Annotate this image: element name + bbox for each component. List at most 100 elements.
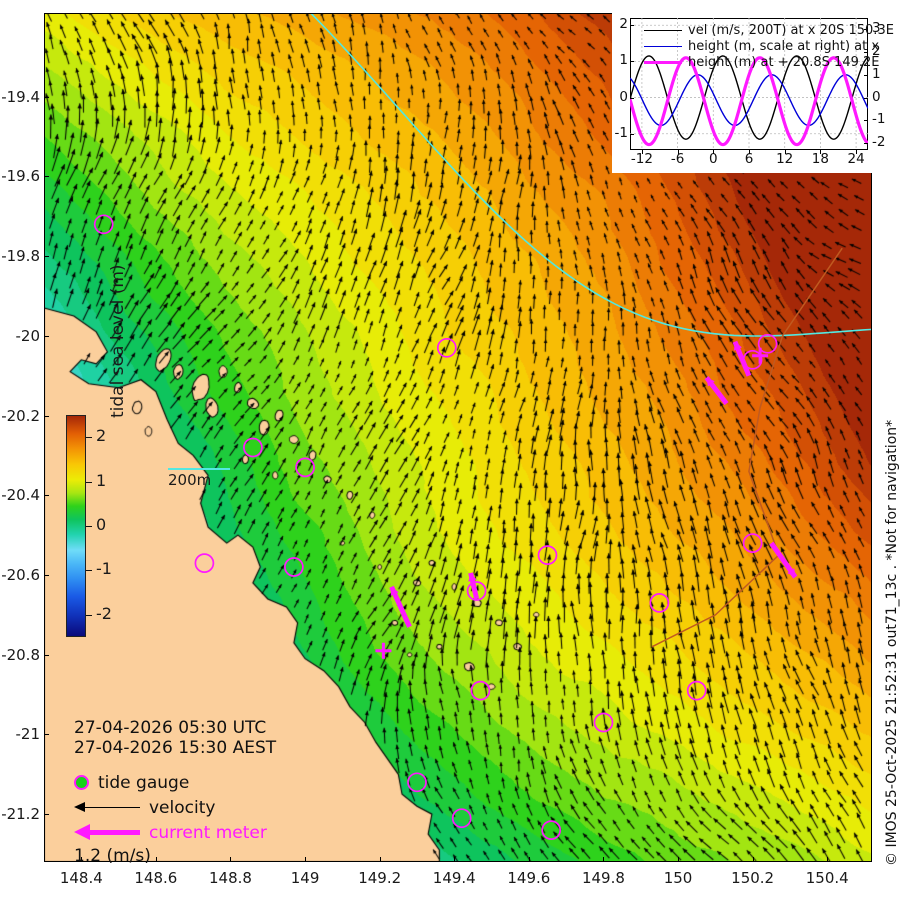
legend-label-tide-gauge: tide gauge <box>98 772 190 793</box>
tide-gauge-marker[interactable] <box>243 437 263 458</box>
inset-series-2 <box>630 56 868 147</box>
legend-speed-scale: 1.2 (m/s) <box>74 846 151 866</box>
x-tick-mark <box>230 857 232 862</box>
inset-right-tick-mark <box>864 29 868 31</box>
inset-series-0 <box>630 55 868 140</box>
inset-legend-label-height-right: height (m, scale at right) at x <box>688 38 880 54</box>
inset-right-tick-mark <box>864 52 868 54</box>
x-tick-mark <box>827 857 829 862</box>
inset-legend-swatch-height-meter <box>644 60 682 64</box>
colorbar-tick-mark <box>86 437 92 439</box>
scale-bar: 200m <box>168 468 230 489</box>
timestamp-utc: 27-04-2026 05:30 UTC <box>74 718 267 738</box>
x-tick-mark <box>155 857 157 862</box>
inset-x-tick-mark <box>641 150 643 154</box>
current-meter-arrowhead <box>468 572 477 582</box>
map-legend: 27-04-2026 05:30 UTC 27-04-2026 15:30 AE… <box>74 718 276 866</box>
y-tick-label: -19.8 <box>1 247 40 266</box>
inset-left-tick-mark <box>630 133 634 135</box>
tide-gauge-marker[interactable] <box>742 533 763 553</box>
inset-right-tick-label: 2 <box>872 43 881 60</box>
legend-label-velocity: velocity <box>149 797 216 818</box>
inset-x-tick-mark <box>713 150 715 154</box>
x-tick-mark <box>379 857 381 862</box>
y-tick-label: -20.8 <box>1 645 40 664</box>
colorbar-title: tidal sea level (m) <box>108 264 128 418</box>
current-meter-arrowhead <box>390 586 399 596</box>
y-tick-mark <box>44 415 49 417</box>
tide-gauge-marker[interactable] <box>295 457 315 478</box>
colorbar-tick-mark <box>86 481 92 483</box>
x-tick-label: 149.2 <box>358 869 402 887</box>
inset-legend: vel (m/s, 200T) at x 20S 150.3E height (… <box>644 22 894 70</box>
tide-gauge-marker[interactable] <box>593 712 614 733</box>
tide-gauge-marker[interactable] <box>541 820 562 840</box>
tide-gauge-marker[interactable] <box>649 593 670 613</box>
inset-left-tick-label: -1 <box>614 124 628 141</box>
scale-bar-label: 200m <box>168 471 212 489</box>
colorbar-tick-label: 0 <box>96 515 107 534</box>
inset-right-tick-label: -2 <box>872 134 886 151</box>
tide-gauge-marker[interactable] <box>284 557 304 577</box>
legend-row-tide-gauge: tide gauge <box>74 770 276 795</box>
inset-legend-row-height-meter: height (m) at + 20.8S 149.2E <box>644 54 894 70</box>
timestamp-local: 27-04-2026 15:30 AEST <box>74 738 277 758</box>
mooring-transect-line <box>651 247 843 648</box>
inset-x-tick-mark <box>820 150 822 154</box>
y-tick-label: -19.6 <box>1 167 40 186</box>
x-tick-label: 148.4 <box>59 869 103 887</box>
colorbar-tick-mark <box>86 526 92 527</box>
inset-x-tick-mark <box>749 150 750 154</box>
colorbar-gradient <box>66 415 86 637</box>
tide-gauge-marker[interactable] <box>686 680 707 701</box>
inset-legend-row-height-right: height (m, scale at right) at x <box>644 38 894 54</box>
inset-right-tick-label: 1 <box>872 65 881 82</box>
inset-right-tick-label: 3 <box>872 20 881 37</box>
x-tick-mark <box>752 857 754 862</box>
y-tick-label: -20.2 <box>1 406 40 425</box>
inset-x-tick-label: 6 <box>744 151 754 167</box>
tide-gauge-marker[interactable] <box>451 808 472 829</box>
inset-x-tick-label: 12 <box>776 151 794 167</box>
x-tick-label: 149.8 <box>581 869 625 887</box>
inset-curves <box>630 18 868 150</box>
y-tick-mark <box>44 654 49 656</box>
tide-gauge-marker[interactable] <box>466 581 487 601</box>
inset-left-tick-mark <box>630 97 634 99</box>
inset-right-tick-mark <box>864 97 868 99</box>
inset-right-tick-label: 0 <box>872 88 881 105</box>
x-tick-mark <box>454 857 456 862</box>
current-meter-arrowhead <box>733 341 742 351</box>
current-meter-site-marker <box>375 642 392 659</box>
x-tick-label: 150 <box>663 869 693 887</box>
inset-x-tick-mark <box>856 150 858 154</box>
inset-legend-label-height-meter: height (m) at + 20.8S 149.2E <box>688 54 880 70</box>
inset-x-tick-mark <box>677 150 679 154</box>
legend-label-current-meter: current meter <box>149 822 267 843</box>
inset-legend-swatch-height-right <box>644 45 682 47</box>
tide-gauge-marker[interactable] <box>470 680 491 701</box>
x-tick-label: 148.8 <box>209 869 252 887</box>
tide-gauge-marker[interactable] <box>757 333 778 354</box>
y-tick-mark <box>44 575 49 576</box>
inset-left-tick-mark <box>630 25 634 27</box>
x-tick-label: 149.6 <box>507 869 551 887</box>
current-meter-arrowhead <box>706 377 715 387</box>
legend-row-velocity: velocity <box>74 795 276 820</box>
tide-gauge-marker[interactable] <box>537 545 558 565</box>
y-tick-mark <box>44 176 49 178</box>
tide-gauge-marker[interactable] <box>407 772 427 793</box>
y-tick-label: -19.4 <box>1 87 40 106</box>
colorbar-tick-label: -2 <box>96 603 112 623</box>
timeseries-inset[interactable]: 2 1 0 -1 3 2 1 0 -1 -2 -12 -6 0 6 12 18 24 vel (m/s, 2… <box>612 5 900 173</box>
tide-gauge-marker[interactable] <box>93 214 114 235</box>
y-tick-label: -20.6 <box>1 566 40 584</box>
tide-gauge-marker[interactable] <box>194 553 215 573</box>
x-tick-label: 150.2 <box>731 869 775 887</box>
inset-x-tick-label: 24 <box>847 151 865 167</box>
x-tick-label: 149.4 <box>432 869 476 887</box>
inset-x-tick-label: -12 <box>630 151 653 167</box>
tide-gauge-marker[interactable] <box>436 337 457 358</box>
y-tick-label: -21.2 <box>1 805 40 824</box>
